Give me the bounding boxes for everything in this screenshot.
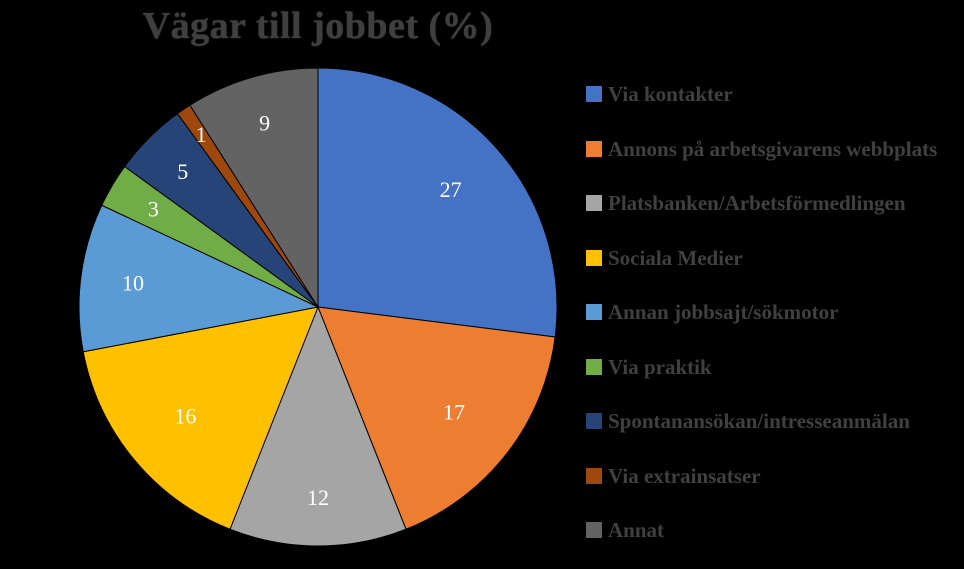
legend-swatch-4 (586, 249, 602, 266)
data-label-1: 27 (440, 177, 462, 202)
legend-swatch-2 (586, 140, 602, 157)
legend-item-4: Sociala Medier (586, 242, 964, 297)
legend-swatch-5 (586, 304, 602, 320)
pie-slice-9 (189, 67, 319, 309)
data-label-9: 9 (259, 110, 270, 135)
data-label-8: 1 (196, 122, 207, 147)
chart-title: Vägar till jobbet (%) (142, 5, 494, 47)
pie-slice-2 (317, 306, 556, 530)
legend-swatch-6 (586, 358, 602, 375)
data-label-4: 16 (174, 404, 196, 429)
pie-slices (78, 67, 558, 547)
data-label-2: 17 (443, 399, 465, 424)
legend-swatch-8 (586, 467, 602, 484)
data-label-5: 10 (122, 271, 144, 296)
legend-item-7: Spontanansökan/intresseanmälan (586, 405, 964, 460)
legend-label-6: Via praktik (608, 354, 712, 379)
legend-swatch-7 (586, 413, 602, 429)
legend-swatch-9 (586, 522, 602, 538)
legend-label-5: Annan jobbsajt/sökmotor (608, 300, 839, 324)
legend-label-1: Via kontakter (608, 82, 733, 106)
legend-item-6: Via praktik (586, 351, 964, 406)
legend-label-4: Sociala Medier (608, 245, 743, 270)
data-label-3: 12 (307, 485, 329, 510)
pie-data-labels: 27 17 12 16 10 351 9 (122, 110, 465, 510)
legend-swatch-1 (586, 86, 602, 102)
pie-chart: 27 17 12 16 10 351 9 (78, 67, 558, 547)
legend-label-7: Spontanansökan/intresseanmälan (608, 409, 910, 433)
legend: Via kontakter Annons på arbetsgivarens we… (586, 78, 964, 569)
pie-slice-5 (78, 204, 320, 353)
pie-slice-3 (229, 305, 407, 547)
legend-label-9: Annat (608, 518, 665, 542)
legend-label-8: Via extrainsatser (608, 463, 761, 488)
legend-item-5: Annan jobbsajt/sökmotor (586, 296, 964, 351)
legend-item-8: Via extrainsatser (586, 460, 964, 515)
legend-item-9: Annat (586, 514, 964, 569)
pie-slice-1 (317, 67, 558, 338)
data-label-7: 5 (177, 159, 188, 184)
legend-item-1: Via kontakter (586, 78, 964, 133)
legend-label-2: Annons på arbetsgivarens webbplats (608, 136, 938, 161)
legend-item-2: Annons på arbetsgivarens webbplats (586, 133, 964, 188)
pie-slice-4 (82, 306, 319, 530)
legend-label-3: Platsbanken/Arbetsförmedlingen (608, 191, 906, 215)
data-label-6: 3 (148, 197, 159, 222)
legend-item-3: Platsbanken/Arbetsförmedlingen (586, 187, 964, 242)
legend-swatch-3 (586, 195, 602, 211)
